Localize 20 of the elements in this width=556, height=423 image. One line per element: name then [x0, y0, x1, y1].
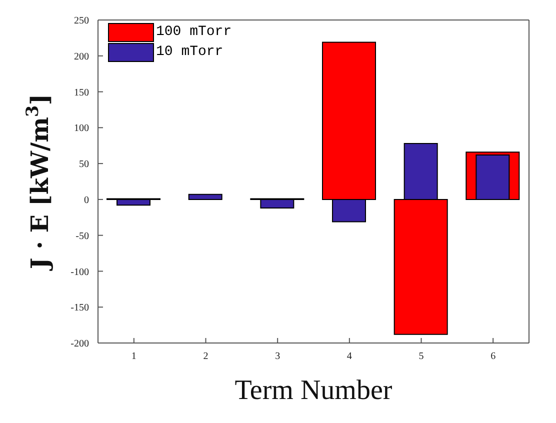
- y-tick-label: 50: [79, 159, 89, 170]
- x-axis-title: Term Number: [234, 375, 393, 406]
- x-tick-label: 2: [203, 351, 208, 362]
- y-tick-label: -50: [76, 230, 89, 242]
- x-tick-label: 3: [275, 351, 280, 362]
- y-tick-label: 100: [74, 123, 89, 134]
- bar: [188, 194, 222, 200]
- y-tick-label: -100: [70, 266, 89, 278]
- y-tick-label: 200: [74, 51, 89, 62]
- y-tick-label: 150: [74, 87, 89, 98]
- legend-label: 10 mTorr: [156, 44, 224, 60]
- x-tick-label: 5: [418, 351, 424, 362]
- x-tick-label: 4: [346, 351, 352, 362]
- x-tick-label: 1: [131, 351, 136, 362]
- y-tick-label: 250: [74, 16, 89, 27]
- y-tick-label: -200: [70, 338, 89, 350]
- x-tick-label: 6: [490, 351, 496, 362]
- y-tick-label: -150: [70, 302, 89, 314]
- legend-label: 100 mTorr: [156, 24, 232, 40]
- y-tick-label: 0: [84, 194, 89, 206]
